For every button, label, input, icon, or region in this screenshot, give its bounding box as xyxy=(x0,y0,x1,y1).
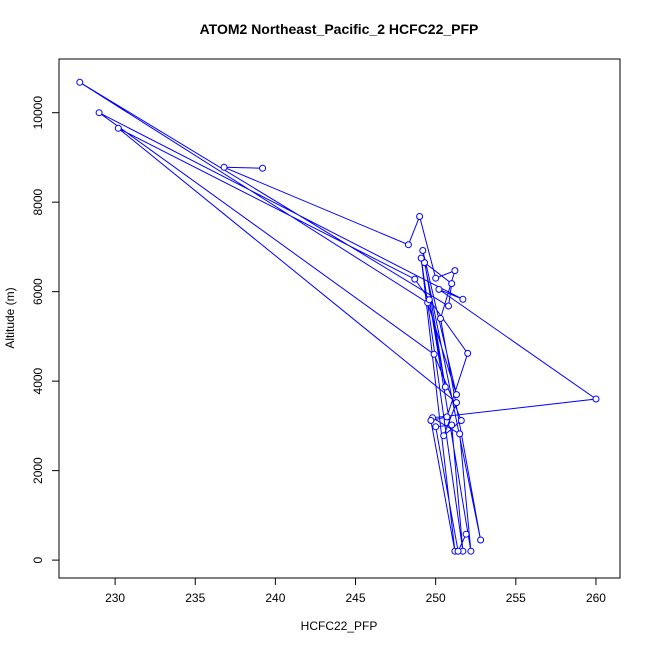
x-tick-label: 255 xyxy=(506,591,526,605)
data-point xyxy=(114,124,122,132)
data-point xyxy=(411,275,419,283)
y-tick-label: 4000 xyxy=(31,367,45,394)
data-point xyxy=(462,530,470,538)
data-point xyxy=(432,423,440,431)
data-point xyxy=(440,432,448,440)
data-point xyxy=(95,109,103,117)
data-point xyxy=(404,241,412,249)
data-point xyxy=(417,254,425,262)
y-tick-label: 6000 xyxy=(31,278,45,305)
data-point xyxy=(441,383,449,391)
data-point xyxy=(443,413,451,421)
data-point xyxy=(453,391,460,399)
data-point xyxy=(467,547,475,555)
x-axis: 230 235 240 245 250 255 260 xyxy=(105,577,606,605)
y-axis: 0 2000 4000 6000 8000 10000 xyxy=(31,96,60,563)
data-point xyxy=(259,164,267,172)
data-point xyxy=(430,350,438,358)
y-tick-label: 10000 xyxy=(31,96,45,130)
chart-title: ATOM2 Northeast_Pacific_2 HCFC22_PFP xyxy=(200,21,479,37)
data-point xyxy=(437,315,444,322)
data-point xyxy=(592,395,600,403)
data-point xyxy=(220,163,228,171)
data-point xyxy=(435,285,443,293)
data-point xyxy=(419,247,427,254)
y-tick-label: 8000 xyxy=(31,189,45,216)
data-point xyxy=(76,78,84,86)
series-line xyxy=(79,81,598,553)
data-point xyxy=(445,302,452,310)
data-point xyxy=(432,274,440,282)
y-axis-label: Altitude (m) xyxy=(3,287,17,348)
y-tick-label: 0 xyxy=(31,556,45,563)
x-tick-label: 245 xyxy=(346,591,366,605)
data-point xyxy=(451,267,459,275)
x-tick-label: 260 xyxy=(586,591,606,605)
data-series xyxy=(76,78,600,555)
y-tick-label: 2000 xyxy=(31,457,45,484)
data-point xyxy=(427,417,435,424)
x-tick-label: 240 xyxy=(265,591,285,605)
data-point xyxy=(416,213,424,220)
x-tick-label: 250 xyxy=(426,591,446,605)
data-point xyxy=(448,280,456,288)
data-point xyxy=(459,295,467,303)
data-point xyxy=(453,399,460,407)
plot-area-frame xyxy=(58,58,621,579)
data-point xyxy=(477,536,485,544)
x-tick-label: 230 xyxy=(105,591,125,605)
x-axis-label: HCFC22_PFP xyxy=(301,619,378,633)
data-point xyxy=(448,421,456,429)
data-point xyxy=(456,430,464,438)
data-point xyxy=(454,547,462,555)
x-tick-label: 235 xyxy=(185,591,205,605)
data-point xyxy=(425,296,433,304)
data-point xyxy=(464,349,472,357)
data-point xyxy=(457,417,465,424)
